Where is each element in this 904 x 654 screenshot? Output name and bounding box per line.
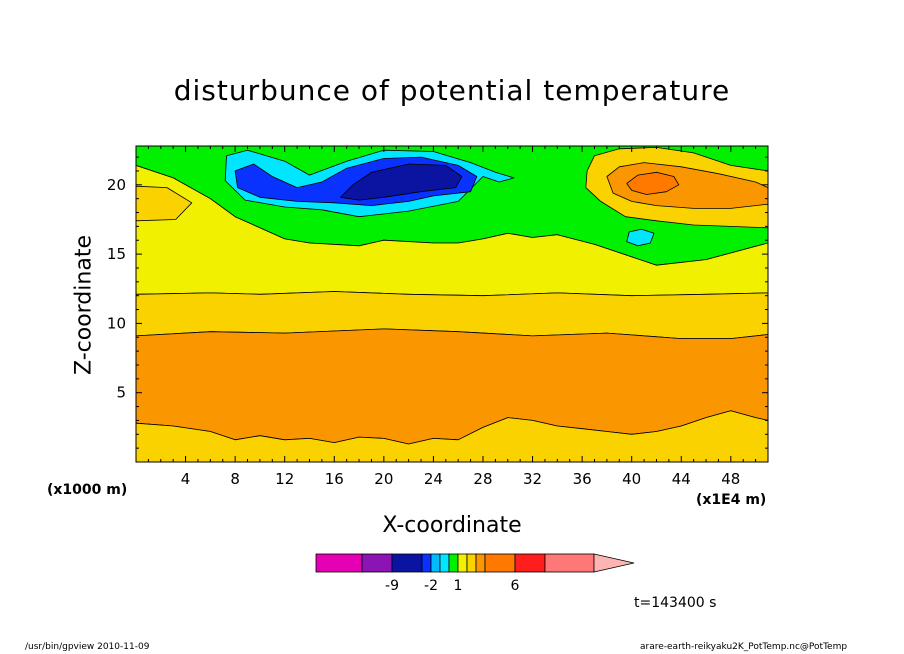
- contour-region-navy: [340, 163, 463, 201]
- x-tick-label: 44: [672, 470, 691, 488]
- x-tick-label: 8: [230, 470, 240, 488]
- x-tick-label: 36: [573, 470, 592, 488]
- y-tick-label: 10: [107, 314, 126, 332]
- contour-region-cyan-small: [626, 228, 655, 247]
- x-tick-label: 16: [325, 470, 344, 488]
- colorbar-swatch: [457, 553, 468, 573]
- colorbar-swatch: [544, 553, 595, 573]
- contour-region-gold-bottom: [136, 410, 768, 462]
- y-tick-label: 15: [107, 245, 126, 263]
- colorbar-tick-label: -9: [385, 578, 399, 594]
- colorbar-swatch: [439, 553, 450, 573]
- x-axis-label: X-coordinate: [382, 513, 522, 538]
- contour-region-orange: [136, 328, 768, 445]
- contour-region-red-right: [626, 171, 680, 195]
- y-tick-label: 5: [116, 384, 126, 402]
- plot-frame: [135, 145, 769, 463]
- x-tick-label: 20: [374, 470, 393, 488]
- colorbar-swatch: [421, 553, 432, 573]
- colorbar-swatch: [514, 553, 546, 573]
- x-tick-label: 12: [275, 470, 294, 488]
- y-tick-label: 20: [107, 176, 126, 194]
- colorbar-arrow: [593, 553, 635, 573]
- plot-area: [136, 146, 768, 462]
- chart-title: disturbunce of potential temperature: [173, 74, 731, 107]
- footer-source-file: arare-earth-reikyaku2K_PotTemp.nc@PotTem…: [640, 642, 848, 652]
- x-tick-label: 40: [622, 470, 641, 488]
- x-axis-unit-right: (x1E4 m): [696, 492, 767, 508]
- colorbar-tick-label: 1: [454, 578, 463, 594]
- time-label: t=143400 s: [634, 595, 717, 611]
- colorbar-tick-label: 6: [511, 578, 520, 594]
- x-axis-unit-left: (x1000 m): [47, 482, 128, 498]
- x-tick-label: 48: [721, 470, 740, 488]
- colorbar-swatch: [466, 553, 477, 573]
- contour-region-gold-top: [136, 185, 193, 222]
- colorbar-swatch: [391, 553, 423, 573]
- colorbar-swatch: [361, 553, 393, 573]
- colorbar: -9 -2 1 6: [315, 553, 635, 594]
- x-tick-label: 24: [424, 470, 443, 488]
- x-tick-label: 4: [181, 470, 191, 488]
- colorbar-swatch: [484, 553, 516, 573]
- colorbar-tick-label: -2: [424, 578, 438, 594]
- colorbar-swatch: [448, 553, 459, 573]
- footer-program-date: /usr/bin/gpview 2010-11-09: [25, 642, 150, 652]
- colorbar-swatch: [475, 553, 486, 573]
- x-tick-label: 28: [473, 470, 492, 488]
- colorbar-swatch: [315, 553, 363, 573]
- colorbar-swatch: [430, 553, 441, 573]
- x-tick-label: 32: [523, 470, 542, 488]
